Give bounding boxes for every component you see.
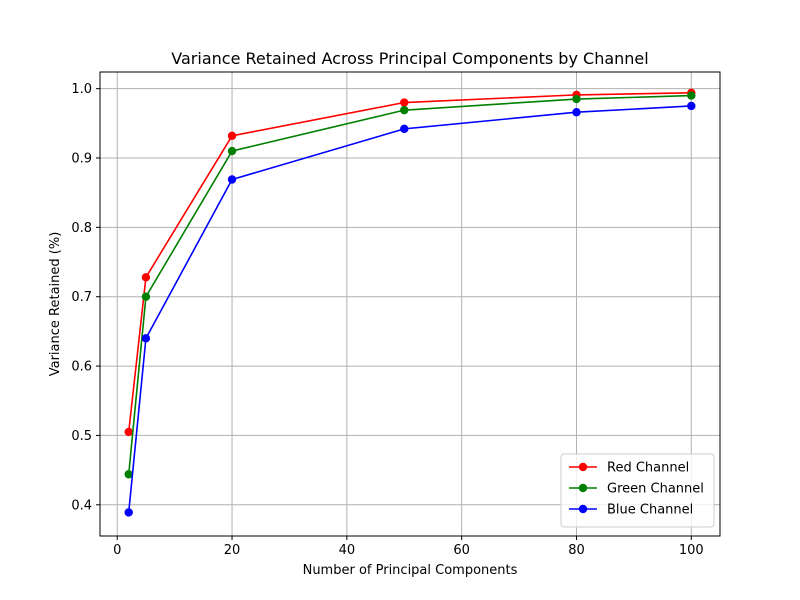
series-red-channel	[124, 88, 696, 437]
series-line	[127, 94, 692, 475]
y-tick-label: 0.4	[71, 498, 92, 513]
data-point	[141, 273, 151, 282]
legend-entry: Green Channel	[569, 482, 704, 497]
y-tick-label: 0.7	[71, 290, 92, 305]
y-tick-label: 0.5	[71, 429, 92, 444]
legend-entry: Red Channel	[569, 461, 689, 476]
x-axis-label: Number of Principal Components	[303, 563, 518, 578]
data-point	[141, 292, 151, 301]
x-tick-label: 60	[453, 543, 470, 558]
series-green-channel	[124, 91, 696, 479]
x-tick-label: 0	[113, 543, 121, 558]
data-point	[687, 91, 696, 100]
data-point	[572, 108, 581, 117]
axis-ticks: 0 20 40 60 80 100 0.4 0.5 0.6 0.7 0.8 0.9 1.0	[71, 82, 703, 558]
legend-items: Red Channel Green Channel Blue Channel	[569, 461, 704, 518]
plot-area-frame	[99, 71, 721, 537]
legend-marker	[578, 462, 588, 472]
legend-entry: Blue Channel	[569, 503, 693, 518]
series-line	[127, 105, 692, 513]
y-tick-label: 0.6	[71, 360, 92, 375]
grid-lines	[100, 72, 720, 536]
legend-marker	[578, 504, 588, 514]
y-tick-label: 1.0	[71, 82, 92, 97]
data-point	[141, 334, 151, 343]
x-tick-label: 100	[679, 543, 704, 558]
x-tick-label: 20	[224, 543, 241, 558]
series-layer	[124, 88, 696, 517]
y-axis-label: Variance Retained (%)	[48, 232, 63, 377]
series-line	[127, 92, 692, 433]
data-point	[687, 101, 696, 111]
legend-label: Blue Channel	[607, 503, 693, 518]
legend-box	[560, 453, 715, 528]
legend-label: Green Channel	[607, 482, 704, 497]
data-point	[227, 175, 237, 184]
series-blue-channel	[124, 101, 696, 517]
chart-title: Variance Retained Across Principal Compo…	[171, 49, 648, 68]
legend-marker	[578, 483, 588, 493]
data-point	[400, 105, 409, 115]
data-point	[227, 146, 237, 156]
data-point	[400, 98, 409, 107]
legend-label: Red Channel	[607, 461, 689, 476]
y-tick-label: 0.8	[71, 221, 92, 236]
data-point	[124, 508, 133, 517]
data-point	[227, 131, 237, 141]
data-point	[572, 94, 581, 104]
data-point	[124, 470, 133, 479]
x-tick-label: 80	[568, 543, 585, 558]
legend: Red Channel Green Channel Blue Channel	[560, 453, 715, 528]
y-tick-label: 0.9	[71, 152, 92, 167]
x-tick-label: 40	[339, 543, 356, 558]
data-point	[124, 427, 133, 437]
data-point	[400, 124, 409, 134]
